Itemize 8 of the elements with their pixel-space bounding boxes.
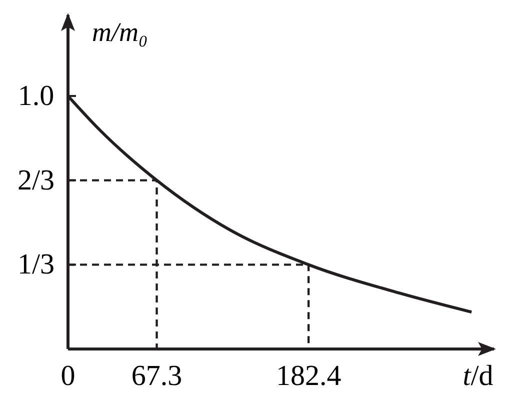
x-axis-title: t/d bbox=[462, 360, 494, 392]
y-tick-label: 2/3 bbox=[17, 164, 55, 196]
y-tick-label: 1.0 bbox=[18, 80, 54, 112]
x-tick-label: 67.3 bbox=[131, 360, 182, 392]
y-tick-label: 1/3 bbox=[17, 248, 55, 281]
x-tick-label: 0 bbox=[60, 360, 76, 392]
x-tick-label: 182.4 bbox=[276, 360, 342, 392]
y-axis-title: m/m₀ bbox=[92, 17, 148, 47]
